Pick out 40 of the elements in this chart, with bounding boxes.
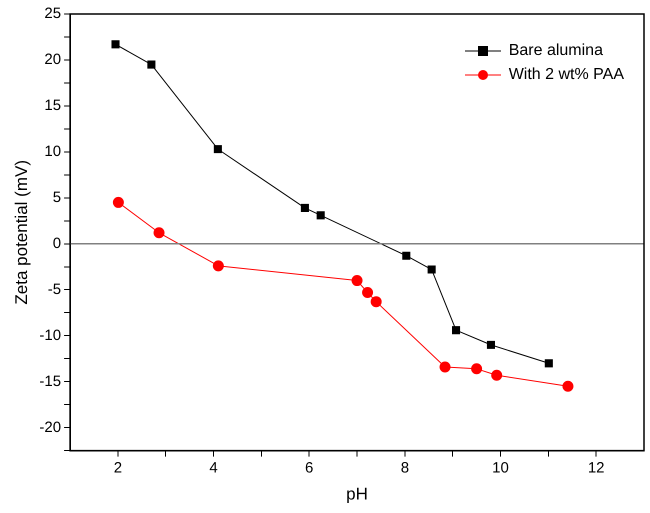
- x-tick-label: 4: [209, 460, 218, 477]
- x-tick-label: 12: [588, 460, 605, 477]
- point: [352, 275, 363, 286]
- y-tick-label: 20: [44, 51, 62, 68]
- point: [212, 260, 224, 272]
- point: [562, 380, 574, 392]
- point: [491, 370, 502, 381]
- point: [486, 340, 495, 349]
- y-tick-label: 5: [52, 188, 62, 206]
- x-tick-label: 8: [400, 460, 410, 477]
- point: [147, 60, 156, 69]
- point: [214, 145, 222, 154]
- legend-label: With 2 wt% PAA: [508, 66, 624, 84]
- x-tick-label: 6: [305, 460, 314, 477]
- point: [452, 326, 460, 334]
- point: [370, 296, 382, 308]
- point: [154, 227, 165, 238]
- y-tick-label: 25: [44, 5, 62, 22]
- point: [440, 361, 451, 372]
- point: [402, 252, 410, 260]
- point: [544, 359, 553, 368]
- point: [112, 196, 124, 208]
- x-axis-title: pH: [346, 484, 368, 504]
- point: [362, 287, 374, 298]
- y-tick-label: 0: [52, 234, 62, 252]
- point: [316, 211, 325, 220]
- legend-label: Bare alumina: [508, 42, 603, 60]
- y-axis-title: Zeta potential (mV): [12, 160, 31, 305]
- y-tick-label: -10: [39, 326, 62, 344]
- point: [471, 363, 482, 374]
- x-tick-label: 10: [492, 460, 509, 477]
- y-tick-label: 15: [44, 97, 62, 114]
- y-tick-label: 10: [44, 143, 62, 160]
- point: [111, 40, 120, 48]
- x-tick-label: 2: [114, 460, 122, 477]
- point: [428, 265, 436, 274]
- y-tick-label: -15: [39, 372, 62, 390]
- y-tick-label: -20: [39, 418, 62, 436]
- point: [300, 204, 309, 212]
- y-tick-label: -5: [48, 280, 62, 298]
